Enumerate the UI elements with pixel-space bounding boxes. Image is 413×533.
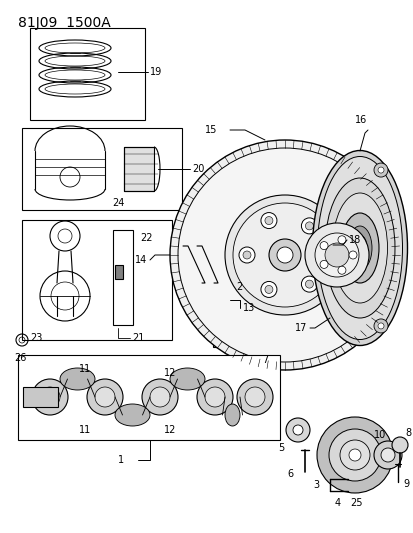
Ellipse shape bbox=[312, 150, 406, 345]
Ellipse shape bbox=[352, 235, 366, 261]
Text: 3: 3 bbox=[312, 480, 318, 490]
Circle shape bbox=[170, 140, 399, 370]
Circle shape bbox=[310, 241, 324, 255]
Circle shape bbox=[377, 323, 383, 329]
Circle shape bbox=[178, 148, 391, 362]
Circle shape bbox=[150, 387, 170, 407]
Text: 4: 4 bbox=[334, 498, 340, 508]
Circle shape bbox=[305, 280, 313, 288]
Circle shape bbox=[316, 417, 392, 493]
Text: 13: 13 bbox=[242, 303, 255, 313]
Circle shape bbox=[380, 448, 394, 462]
Circle shape bbox=[301, 218, 317, 234]
Text: 16: 16 bbox=[354, 115, 366, 125]
Text: 21: 21 bbox=[132, 333, 144, 343]
Bar bbox=[22, 220, 171, 340]
Text: 11: 11 bbox=[79, 364, 91, 374]
Circle shape bbox=[276, 247, 292, 263]
Circle shape bbox=[224, 195, 344, 315]
Text: 1: 1 bbox=[118, 455, 124, 465]
Text: 10: 10 bbox=[373, 430, 385, 440]
Text: 25: 25 bbox=[349, 498, 362, 508]
Bar bbox=[124, 147, 154, 191]
Text: 24: 24 bbox=[112, 198, 124, 208]
Text: 2: 2 bbox=[235, 282, 242, 292]
Circle shape bbox=[373, 441, 401, 469]
Circle shape bbox=[314, 245, 320, 251]
Text: 22: 22 bbox=[140, 233, 152, 243]
Text: 6: 6 bbox=[286, 469, 292, 479]
Circle shape bbox=[305, 222, 313, 230]
Ellipse shape bbox=[340, 213, 378, 283]
Circle shape bbox=[264, 216, 272, 224]
Circle shape bbox=[328, 429, 380, 481]
Bar bbox=[22, 128, 182, 210]
Circle shape bbox=[314, 233, 358, 277]
Circle shape bbox=[339, 440, 369, 470]
Circle shape bbox=[233, 203, 336, 307]
Text: 12: 12 bbox=[164, 368, 176, 378]
Circle shape bbox=[324, 243, 348, 267]
Circle shape bbox=[236, 379, 272, 415]
Circle shape bbox=[244, 387, 264, 407]
Bar bbox=[30, 28, 145, 120]
Bar bbox=[18, 355, 279, 440]
Circle shape bbox=[304, 223, 368, 287]
Ellipse shape bbox=[224, 404, 240, 426]
Text: 8: 8 bbox=[404, 428, 410, 438]
Circle shape bbox=[260, 281, 276, 297]
Circle shape bbox=[337, 236, 345, 244]
Circle shape bbox=[301, 276, 317, 292]
Circle shape bbox=[373, 163, 387, 177]
Text: 11: 11 bbox=[79, 425, 91, 435]
Circle shape bbox=[142, 379, 178, 415]
Circle shape bbox=[319, 241, 327, 249]
Text: 9: 9 bbox=[402, 479, 408, 489]
Text: 19: 19 bbox=[150, 67, 162, 77]
Ellipse shape bbox=[60, 368, 95, 390]
Circle shape bbox=[204, 387, 224, 407]
Ellipse shape bbox=[115, 404, 150, 426]
Circle shape bbox=[264, 286, 272, 294]
Circle shape bbox=[40, 387, 60, 407]
Circle shape bbox=[268, 239, 300, 271]
Circle shape bbox=[348, 449, 360, 461]
Bar bbox=[113, 230, 133, 325]
Bar bbox=[115, 265, 123, 279]
Text: 18: 18 bbox=[348, 235, 361, 245]
Circle shape bbox=[32, 379, 68, 415]
Text: 5: 5 bbox=[277, 443, 284, 453]
Ellipse shape bbox=[324, 178, 394, 318]
Circle shape bbox=[285, 418, 309, 442]
Bar bbox=[212, 295, 264, 347]
Text: 81J09  1500A: 81J09 1500A bbox=[18, 16, 111, 30]
Circle shape bbox=[348, 251, 356, 259]
Text: 7: 7 bbox=[261, 355, 268, 365]
Circle shape bbox=[373, 319, 387, 333]
Circle shape bbox=[242, 251, 250, 259]
Text: 17: 17 bbox=[294, 323, 306, 333]
Circle shape bbox=[292, 425, 302, 435]
Text: 20: 20 bbox=[192, 164, 204, 174]
Circle shape bbox=[87, 379, 123, 415]
Ellipse shape bbox=[317, 157, 401, 340]
Bar bbox=[23, 387, 58, 407]
Circle shape bbox=[260, 213, 276, 229]
Circle shape bbox=[319, 261, 327, 269]
Ellipse shape bbox=[347, 226, 371, 270]
Text: 15: 15 bbox=[204, 125, 217, 135]
Circle shape bbox=[377, 167, 383, 173]
Circle shape bbox=[238, 247, 254, 263]
Text: 26: 26 bbox=[14, 353, 26, 363]
Circle shape bbox=[391, 437, 407, 453]
Circle shape bbox=[95, 387, 115, 407]
Ellipse shape bbox=[332, 193, 387, 303]
Circle shape bbox=[337, 266, 345, 274]
Text: 14: 14 bbox=[135, 255, 147, 265]
Circle shape bbox=[197, 379, 233, 415]
Text: 12: 12 bbox=[164, 425, 176, 435]
Text: 23: 23 bbox=[30, 333, 42, 343]
Ellipse shape bbox=[170, 368, 204, 390]
